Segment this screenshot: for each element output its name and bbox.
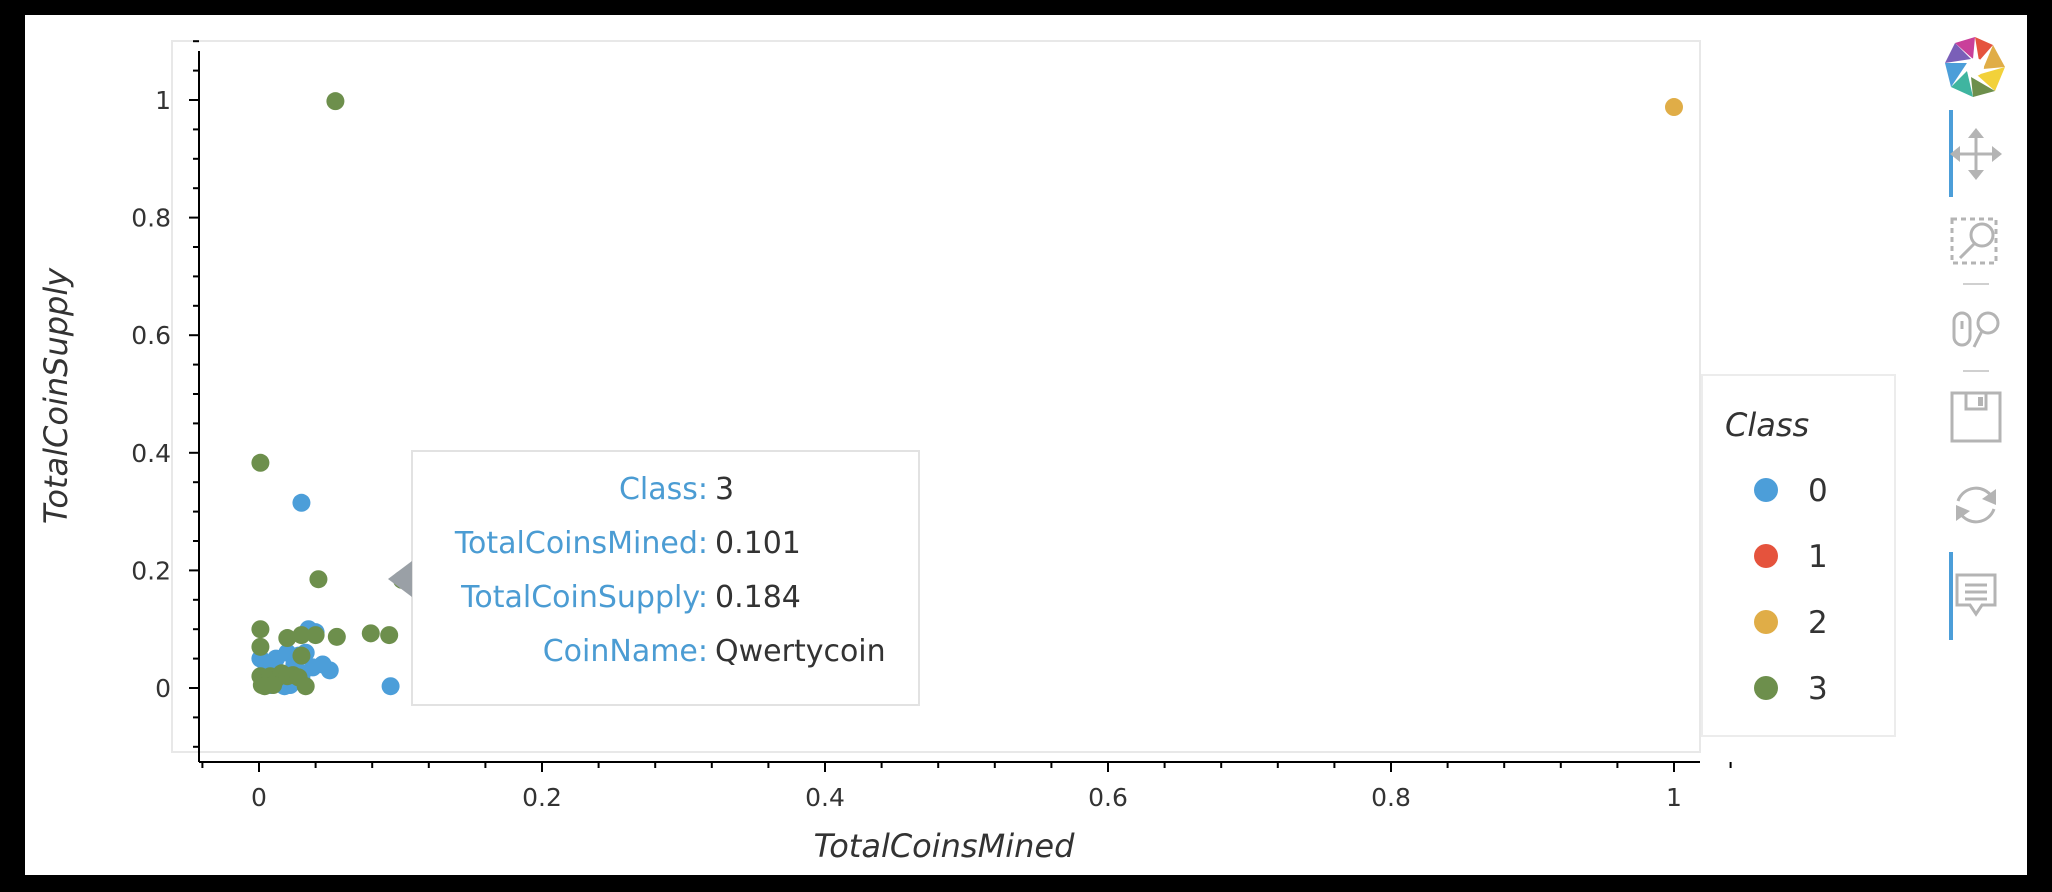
legend-label-0: 0	[1808, 473, 1828, 509]
legend-label-3: 3	[1808, 671, 1828, 707]
legend-swatch-1	[1754, 544, 1778, 568]
data-point-class-3[interactable]	[251, 453, 270, 472]
data-point-class-0[interactable]	[381, 677, 400, 696]
y-tick-label: 1	[155, 86, 171, 115]
data-point-class-3[interactable]	[264, 676, 283, 695]
data-points	[251, 92, 1683, 696]
hover-tool-icon[interactable]	[1955, 573, 1997, 617]
x-tick-label: 1	[1666, 783, 1682, 812]
data-point-class-3[interactable]	[251, 637, 270, 656]
data-point-class-3[interactable]	[309, 570, 328, 589]
legend-label-1: 1	[1808, 539, 1828, 575]
tooltip-pointer	[388, 561, 412, 597]
legend-swatch-2	[1754, 610, 1778, 634]
tooltip-value-coin-name: Qwertycoin	[715, 634, 886, 669]
tooltip-value-coin-supply: 0.184	[715, 580, 801, 615]
data-point-class-3[interactable]	[292, 626, 311, 645]
x-tick-label: 0.2	[522, 783, 562, 812]
data-point-class-0[interactable]	[292, 493, 311, 512]
pan-tool-icon[interactable]	[1950, 128, 2002, 180]
legend-box	[1701, 374, 1896, 737]
data-point-class-0[interactable]	[320, 661, 339, 680]
tooltip-key-coin-supply: TotalCoinSupply:	[460, 580, 708, 615]
x-tick-label: 0.6	[1088, 783, 1128, 812]
data-point-class-3[interactable]	[361, 624, 380, 643]
reset-tool-icon[interactable]	[1956, 486, 1996, 524]
data-point-class-2[interactable]	[1665, 98, 1683, 117]
hover-tool-active-indicator	[1949, 552, 1953, 640]
axes: 0 0.2 0.4 0.6 0.8 1 0 0.2 0.4 0.6 0.8 1	[131, 40, 1732, 812]
save-tool-icon[interactable]	[1950, 391, 2002, 443]
data-point-class-3[interactable]	[306, 626, 325, 645]
tooltip-key-coin-name: CoinName:	[543, 634, 708, 669]
legend-title: Class	[1725, 406, 1809, 444]
x-tick-label: 0.4	[805, 783, 845, 812]
y-tick-label: 0.4	[131, 439, 171, 468]
toolbar-divider	[1963, 283, 1989, 285]
y-axis-title: TotalCoinSupply	[37, 267, 75, 524]
legend-swatch-0	[1754, 478, 1778, 502]
wheel-zoom-tool-icon[interactable]	[1952, 311, 2000, 348]
x-tick-label: 0.8	[1371, 783, 1411, 812]
y-tick-label: 0.2	[131, 556, 171, 585]
legend-swatch-3	[1754, 676, 1778, 700]
data-point-class-3[interactable]	[327, 627, 346, 646]
tooltip-box	[411, 450, 920, 706]
data-point-class-0[interactable]	[278, 643, 297, 662]
tooltip-value-class: 3	[715, 472, 734, 507]
x-tick-label: 0	[251, 783, 267, 812]
data-point-class-3[interactable]	[296, 677, 315, 696]
y-tick-label: 0.8	[131, 204, 171, 233]
y-tick-label: 0	[155, 674, 171, 703]
plot-container: 0 0.2 0.4 0.6 0.8 1 0 0.2 0.4 0.6 0.8 1 TotalCoinsM…	[25, 15, 2027, 875]
data-point-class-3[interactable]	[278, 629, 297, 648]
plot-frame	[171, 40, 1701, 753]
scatter-chart[interactable]: 0 0.2 0.4 0.6 0.8 1 0 0.2 0.4 0.6 0.8 1 TotalCoinsM…	[25, 15, 2027, 875]
data-point-class-3[interactable]	[326, 92, 345, 111]
toolbar-divider	[1963, 370, 1989, 372]
x-axis-title: TotalCoinsMined	[814, 827, 1075, 865]
bokeh-logo-icon[interactable]	[1945, 37, 2005, 97]
toolbar	[1945, 37, 2005, 640]
legend: Class 0 1 2 3	[1701, 374, 1896, 737]
data-point-class-0[interactable]	[303, 658, 322, 677]
tooltip-key-class: Class:	[619, 472, 708, 507]
tooltip-value-coins-mined: 0.101	[715, 526, 801, 561]
data-point-class-3[interactable]	[251, 620, 270, 639]
data-point-class-3[interactable]	[292, 646, 311, 665]
hover-tooltip: Class: 3 TotalCoinsMined: 0.101 TotalCoi…	[388, 450, 920, 706]
y-tick-label: 0.6	[131, 321, 171, 350]
box-zoom-tool-icon[interactable]	[1950, 217, 1998, 265]
tooltip-key-coins-mined: TotalCoinsMined:	[454, 526, 708, 561]
legend-label-2: 2	[1808, 605, 1828, 641]
data-point-class-3[interactable]	[380, 626, 399, 645]
